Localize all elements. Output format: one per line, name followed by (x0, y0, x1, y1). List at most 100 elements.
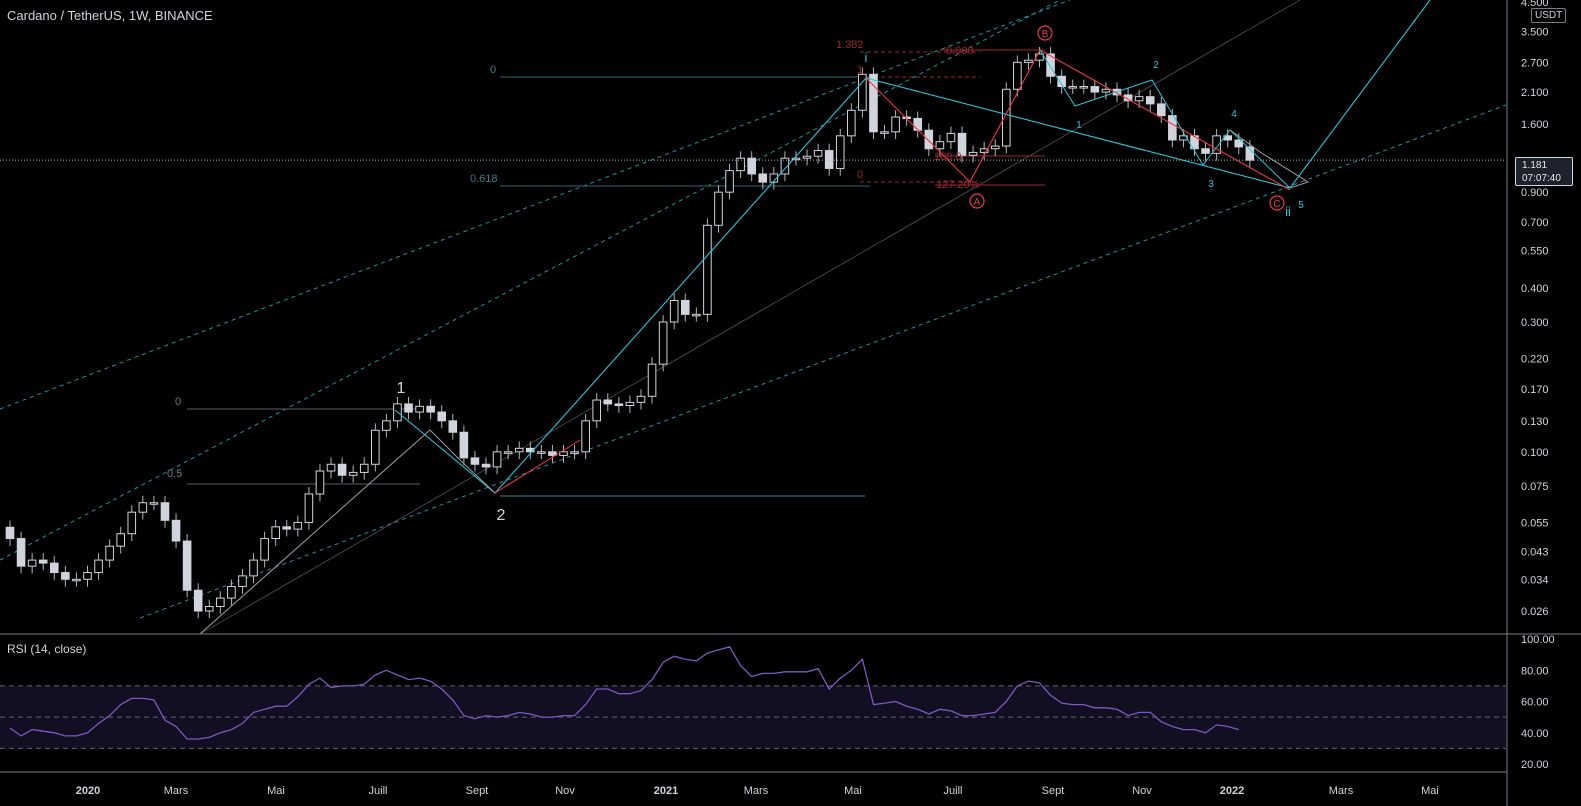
candle-up (94, 559, 103, 574)
subwave-label-3: 3 (1208, 179, 1214, 190)
candle-down (1190, 135, 1199, 150)
symbol-title[interactable]: Cardano / TetherUS, 1W, BINANCE (7, 8, 213, 23)
candle-down (404, 403, 413, 413)
candle-down (61, 572, 70, 580)
candle-up (492, 451, 502, 468)
candle-up (802, 155, 812, 159)
candle-down (38, 559, 48, 564)
wave-red-leg (494, 439, 581, 494)
candle-down (603, 399, 613, 405)
candle-up (1212, 135, 1221, 154)
price-tick-label: 0.026 (1521, 606, 1549, 618)
wave-label-ii: ii (1285, 204, 1291, 219)
candle-down (1168, 115, 1177, 141)
candle-up (1024, 59, 1033, 63)
candle-up (149, 502, 159, 505)
candle-up (204, 606, 214, 612)
fib-label-100: 100.0 (934, 151, 962, 163)
candle-up (736, 157, 745, 172)
candle-up (647, 363, 657, 397)
candle-down (459, 431, 469, 459)
candle-down (1156, 103, 1166, 117)
time-tick-label: Juill (944, 785, 963, 797)
fib-label-0.5: 0.5 (167, 468, 182, 480)
candle-up (537, 451, 546, 454)
candle-down (548, 451, 557, 456)
price-tick-label: 0.130 (1521, 416, 1549, 428)
time-tick-label: Mars (164, 785, 189, 797)
time-tick-label: Nov (555, 785, 575, 797)
channel-line (0, 0, 1061, 561)
candle-up (348, 471, 358, 476)
candle-up (935, 141, 945, 150)
candle-up (415, 405, 424, 413)
wave-labels: 1200.500.6181.382100.000100.0127.20%iiiA… (167, 25, 1304, 524)
candle-up (1002, 88, 1011, 147)
candle-up (979, 148, 989, 153)
fib-label-0.000: 0.000 (946, 45, 974, 57)
candle-up (769, 173, 779, 183)
price-tick-label: 0.220 (1521, 354, 1549, 366)
price-tick-label: 2.700 (1521, 57, 1549, 69)
candle-down (16, 538, 26, 567)
candle-up (127, 511, 137, 535)
candle-up (359, 463, 369, 473)
candle-down (448, 420, 458, 433)
candle-up (1101, 88, 1111, 93)
rsi-indicator-title[interactable]: RSI (14, close) (7, 642, 87, 656)
candle-up (946, 132, 956, 143)
candle-up (260, 538, 269, 561)
wave-label-1: 1 (397, 380, 406, 397)
abc-label-A: A (974, 197, 981, 208)
wave-label-2: 2 (497, 507, 506, 524)
last-price-value: 1.181 (1522, 160, 1548, 171)
fib-label-0.618: 0.618 (470, 173, 498, 185)
candle-down (193, 589, 203, 612)
candle-up (813, 150, 823, 157)
candle-up (847, 109, 856, 137)
subwave-label-5: 5 (1298, 200, 1304, 211)
price-tick-label: 0.075 (1521, 481, 1549, 493)
candle-down (282, 526, 292, 530)
price-tick-label: 0.100 (1521, 447, 1549, 459)
candle-up (858, 73, 867, 111)
fibonacci-levels (187, 49, 1045, 497)
candle-up (227, 585, 236, 599)
candle-down (1201, 148, 1210, 154)
price-tick-label: 0.400 (1521, 283, 1549, 295)
candle-up (625, 401, 635, 406)
rsi-tick-label: 100.00 (1521, 634, 1555, 646)
subwave-label-1: 1 (1076, 120, 1082, 131)
candle-up (780, 157, 790, 175)
subwave-label-2: 2 (1153, 60, 1159, 71)
fib-label-0-b: 0 (490, 64, 496, 76)
candle-up (570, 451, 579, 454)
candle-down (1123, 94, 1133, 102)
rsi-line (9, 646, 1239, 740)
time-tick-label: Mai (267, 785, 285, 797)
price-tick-label: 1.600 (1521, 119, 1549, 131)
candle-up (271, 526, 280, 540)
candle-up (835, 135, 845, 169)
candle-down (1046, 53, 1055, 77)
candle-up (592, 399, 602, 422)
abc-circle (1037, 25, 1053, 41)
time-tick-label: Sept (1042, 785, 1065, 797)
abc-label-B: B (1042, 29, 1049, 40)
rsi-tick-label: 60.00 (1521, 697, 1549, 709)
price-tick-label: 0.550 (1521, 245, 1549, 257)
time-tick-label: Mars (1329, 785, 1354, 797)
candle-up (83, 572, 92, 580)
candlestick-series (5, 47, 1255, 619)
fib-label-1: 1 (857, 64, 863, 76)
time-tick-label: 2020 (76, 785, 100, 797)
candle-down (49, 562, 59, 574)
candle-down (470, 457, 480, 465)
currency-badge[interactable]: USDT (1531, 8, 1567, 23)
candle-down (426, 405, 435, 413)
candle-down (160, 502, 170, 521)
candle-up (216, 597, 225, 608)
candle-up (116, 533, 126, 547)
